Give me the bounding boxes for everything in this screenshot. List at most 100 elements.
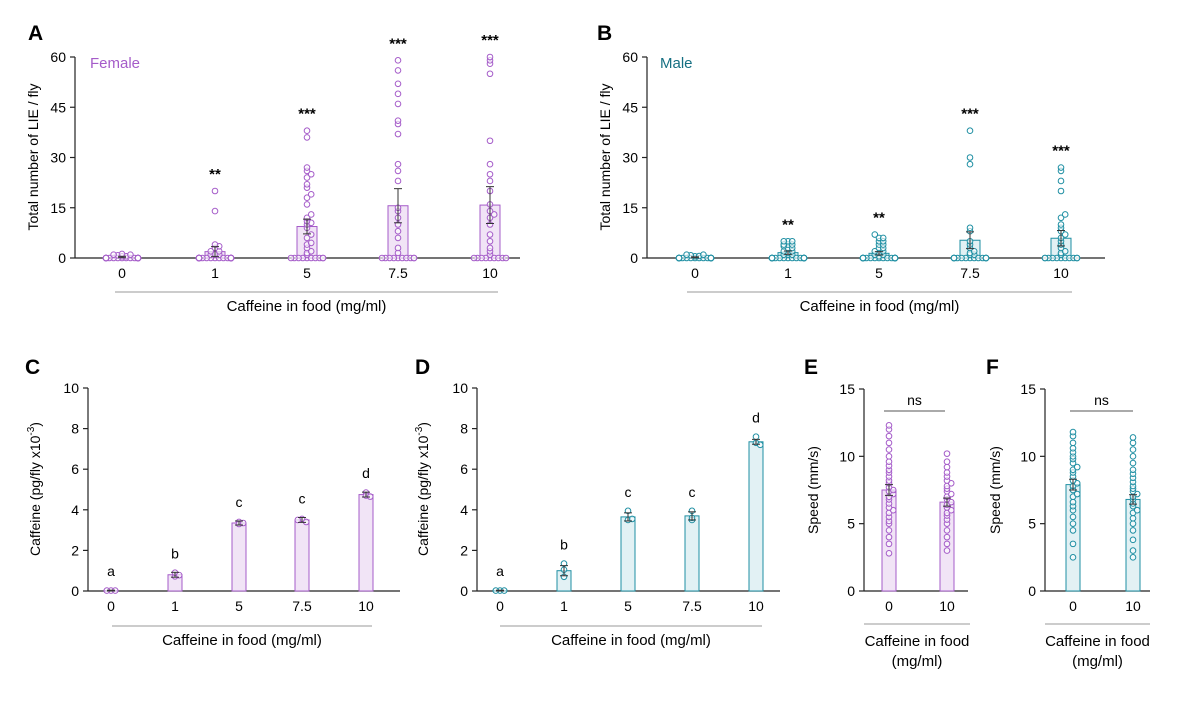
data-point — [287, 254, 295, 262]
data-point — [207, 248, 215, 255]
data-point — [378, 254, 386, 262]
data-point — [211, 207, 219, 215]
y-tick-label: 2 — [71, 542, 79, 558]
data-point — [966, 224, 974, 232]
y-tick-label: 0 — [71, 583, 79, 599]
x-tick-label: 1 — [211, 265, 219, 281]
x-axis-label: Caffeine in food (mg/ml) — [800, 298, 960, 315]
bar — [684, 515, 700, 592]
data-point — [394, 177, 402, 185]
y-tick-label: 4 — [71, 502, 79, 518]
data-point — [394, 160, 402, 168]
data-point — [486, 237, 494, 245]
data-point — [490, 211, 498, 218]
x-axis-label-line2: (mg/ml) — [892, 653, 943, 670]
data-point — [950, 254, 958, 262]
x-tick-label: 0 — [496, 598, 504, 614]
inset-label: Male — [660, 55, 693, 72]
y-axis-label: Caffeine (pg/fly x10-3) — [26, 422, 43, 556]
y-tick-label: 5 — [847, 516, 855, 532]
significance-label: *** — [1052, 143, 1070, 160]
data-point — [1069, 540, 1077, 548]
data-point — [307, 239, 315, 247]
data-point — [628, 515, 636, 523]
significance-label: *** — [481, 32, 499, 49]
data-point — [943, 540, 951, 548]
y-tick-label: 15 — [50, 200, 66, 216]
x-tick-label: 5 — [303, 265, 311, 281]
data-point — [1069, 520, 1077, 527]
data-point — [943, 458, 951, 466]
x-tick-label: 0 — [118, 265, 126, 281]
significance-label: ** — [209, 166, 221, 183]
data-point — [885, 422, 893, 429]
y-axis-label-close: ) — [27, 422, 43, 427]
panel-c: C 0 2 4 6 8 10 Caffeine (pg/fly x10-3) 0 a 1 b 5 c 7.5… — [25, 356, 400, 649]
y-tick-label: 30 — [622, 150, 638, 166]
y-axis-label: Speed (mm/s) — [805, 446, 821, 534]
group-letter: b — [560, 537, 568, 553]
data-point — [239, 519, 247, 527]
x-tick-label: 7.5 — [682, 598, 702, 614]
panel-letter: E — [804, 356, 818, 379]
data-point — [303, 201, 311, 208]
data-point — [319, 254, 327, 262]
x-tick-label: 0 — [885, 598, 893, 614]
data-point — [211, 187, 219, 195]
data-point — [486, 170, 494, 178]
data-point — [943, 463, 951, 471]
y-tick-label: 8 — [460, 421, 468, 437]
x-axis-label: Caffeine in food (mg/ml) — [551, 632, 711, 649]
data-point — [1073, 463, 1081, 471]
x-tick-label: 5 — [235, 598, 243, 614]
panel-letter: A — [28, 22, 43, 45]
data-point — [1133, 506, 1141, 514]
data-point — [486, 70, 494, 78]
data-point — [1069, 527, 1077, 534]
x-tick-label: 10 — [358, 598, 374, 614]
y-tick-label: 0 — [847, 583, 855, 599]
data-point — [885, 446, 893, 453]
x-axis-label: Caffeine in food (mg/ml) — [227, 298, 387, 315]
data-point — [307, 191, 315, 198]
data-point — [307, 248, 315, 255]
panel-d: D 0 2 4 6 8 10 Caffeine (pg/fly x10-3) 0 a 1 b 5 c 7.5… — [414, 356, 780, 649]
y-tick-label: 4 — [460, 502, 468, 518]
data-point — [885, 458, 893, 466]
y-axis-label-close: ) — [415, 422, 431, 427]
data-point — [683, 251, 690, 258]
y-tick-label: 8 — [71, 421, 79, 437]
data-point — [394, 227, 402, 235]
significance-label: *** — [298, 106, 316, 123]
data-point — [394, 130, 402, 138]
data-point — [970, 248, 978, 255]
y-tick-label: 5 — [1028, 516, 1036, 532]
y-axis-label: Total number of LIE / fly — [25, 83, 41, 230]
data-point — [943, 547, 951, 554]
y-tick-label: 2 — [460, 542, 468, 558]
y-axis-label-text: Caffeine (pg/fly x10 — [27, 435, 43, 556]
x-tick-label: 7.5 — [388, 265, 408, 281]
group-letter: c — [299, 491, 306, 507]
y-tick-label: 6 — [460, 461, 468, 477]
data-point — [486, 244, 494, 252]
data-point — [486, 53, 494, 61]
data-point — [175, 571, 183, 579]
data-point — [1069, 554, 1077, 561]
panel-letter: C — [25, 356, 40, 379]
data-point — [700, 251, 707, 258]
data-point — [195, 254, 203, 262]
y-tick-label: 45 — [622, 99, 638, 115]
y-axis-label-text: Total number of LIE / fly — [25, 83, 41, 230]
data-point — [885, 533, 893, 541]
y-axis-label-text: Speed (mm/s) — [805, 446, 821, 534]
x-tick-label: 10 — [1125, 598, 1141, 614]
bar — [620, 516, 636, 592]
data-point — [1041, 254, 1049, 262]
data-point — [470, 254, 478, 262]
data-point — [966, 154, 974, 161]
group-letter: a — [496, 563, 504, 579]
